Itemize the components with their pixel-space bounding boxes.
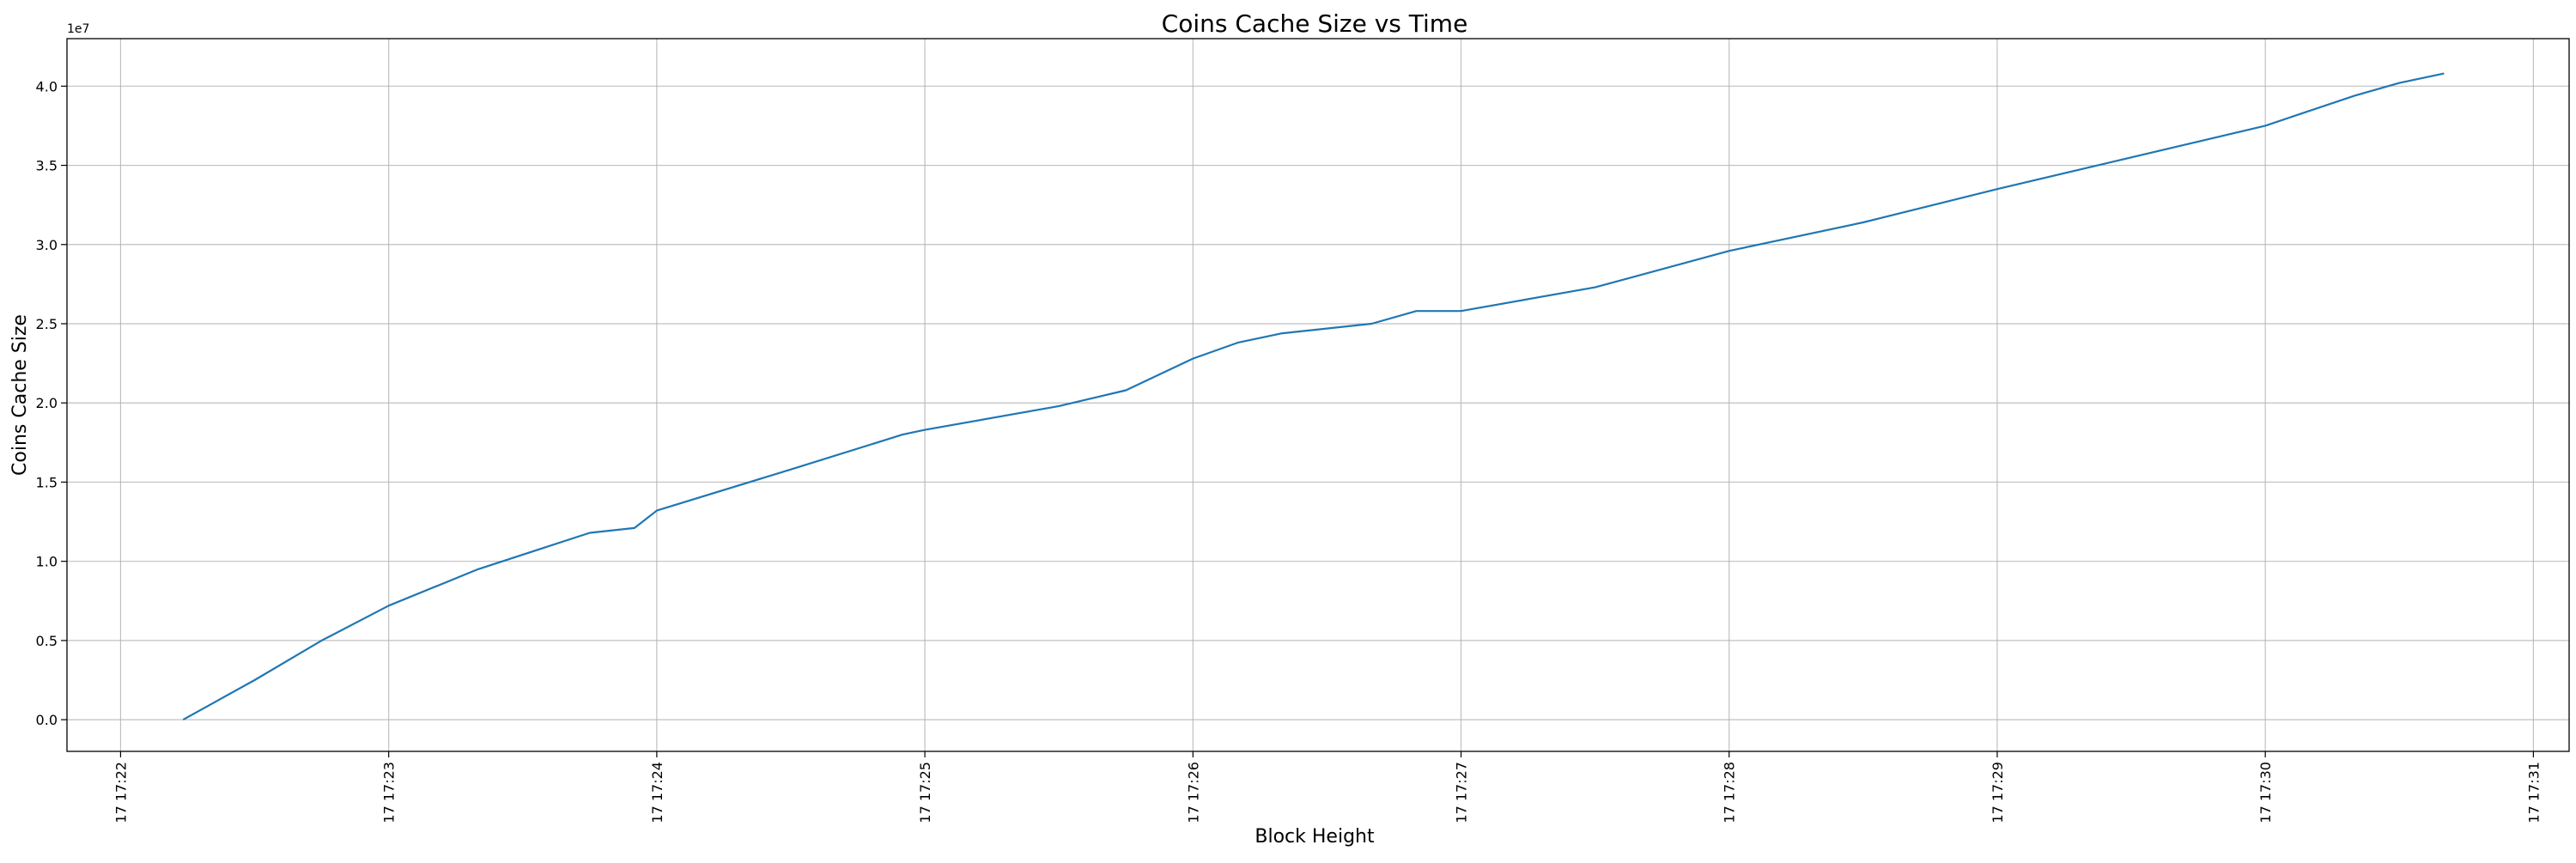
y-tick-label: 3.5	[36, 158, 58, 174]
series-layer	[182, 72, 2445, 721]
y-axis-label: Coins Cache Size	[9, 314, 31, 476]
x-axis: 17 17:22 17 17:23 17 17:24 17 17:25 17 17:26…	[112, 751, 2542, 823]
x-tick-label: 17 17:25	[917, 762, 933, 823]
x-tick-label: 17 17:26	[1185, 762, 1201, 823]
x-tick-label: 17 17:27	[1454, 762, 1470, 823]
chart-title: Coins Cache Size vs Time	[1162, 9, 1468, 38]
x-axis-label: Block Height	[1255, 826, 1375, 848]
y-tick-label: 2.0	[36, 395, 58, 411]
x-tick-label: 17 17:30	[2257, 762, 2274, 823]
y-tick-label: 0.5	[36, 633, 58, 649]
y-tick-label: 4.0	[36, 78, 58, 94]
y-tick-label: 1.0	[36, 554, 58, 570]
x-tick-label: 17 17:28	[1722, 762, 1738, 823]
series-line	[182, 72, 2445, 721]
x-tick-label: 17 17:23	[381, 762, 398, 823]
x-tick-label: 17 17:31	[2525, 762, 2542, 823]
y-offset-label: 1e7	[67, 22, 89, 36]
y-tick-label: 2.5	[36, 316, 58, 332]
plot-frame	[66, 38, 2570, 752]
grid	[67, 39, 2569, 751]
y-tick-label: 0.0	[36, 712, 58, 728]
y-axis: 0.0 0.5 1.0 1.5 2.0 2.5 3.0 3.5 4.0	[36, 78, 67, 728]
y-tick-label: 3.0	[36, 237, 58, 253]
x-tick-label: 17 17:22	[112, 762, 129, 823]
x-tick-label: 17 17:24	[649, 762, 665, 823]
x-tick-label: 17 17:29	[1990, 762, 2006, 823]
y-tick-label: 1.5	[36, 474, 58, 490]
